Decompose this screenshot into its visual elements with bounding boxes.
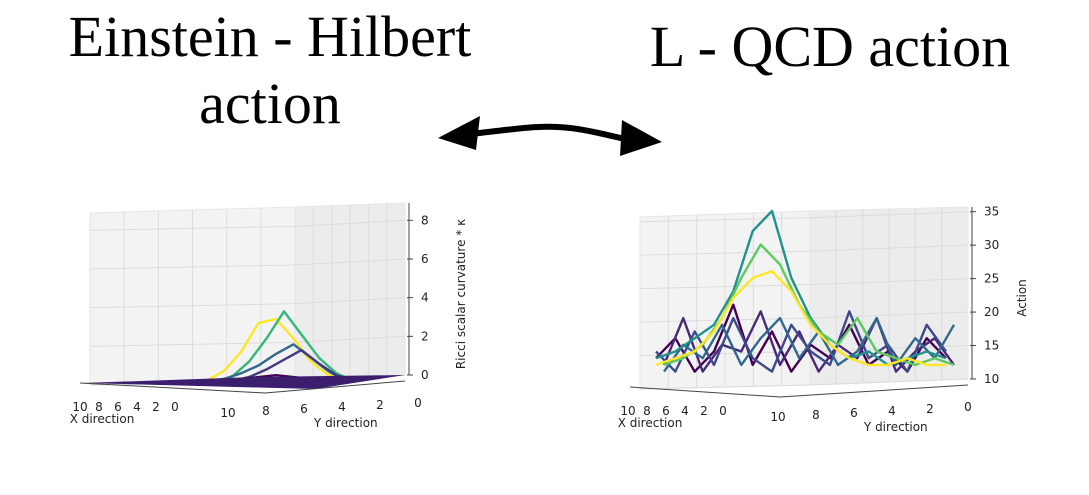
y-tick-label: 8 (262, 404, 270, 418)
grid-line (639, 250, 811, 256)
data-series-line (663, 316, 956, 373)
y-axis-line (264, 380, 406, 394)
grid-line (89, 303, 296, 309)
grid-line (89, 264, 296, 270)
grid-line (809, 278, 969, 286)
grid-line (639, 284, 811, 290)
z-tick-label: 10 (984, 372, 999, 386)
floor-surface (82, 375, 405, 389)
z-tick-label: 6 (421, 252, 429, 266)
grid-line (809, 211, 969, 219)
x-axis-line (79, 382, 266, 394)
y-tick-label: 2 (376, 398, 384, 412)
data-series-line (213, 310, 355, 383)
grid-line (639, 317, 811, 323)
y-tick-label: 10 (220, 406, 235, 420)
x-tick-label: 2 (700, 404, 708, 418)
left-heading-line2: action (199, 70, 341, 136)
x-tick-label: 4 (133, 400, 141, 414)
floor-surface-plane (82, 375, 405, 389)
x-tick-label: 8 (95, 400, 103, 414)
y-tick-label: 4 (338, 400, 346, 414)
z-tick-label: 35 (984, 205, 999, 219)
y-tick-label: 2 (926, 402, 934, 416)
y-axis-label: Y direction (313, 416, 378, 430)
grid-line (294, 297, 406, 305)
x-tick-label: 2 (152, 400, 160, 414)
x-tick-label: 0 (171, 400, 179, 414)
grid-line (89, 225, 296, 231)
grid-line (809, 378, 969, 386)
x-tick-label: 6 (114, 400, 122, 414)
z-tick-label: 15 (984, 339, 999, 353)
data-series-line (663, 243, 955, 367)
pane-grid (89, 202, 406, 386)
x-tick-label: 10 (72, 400, 87, 414)
x-tick-label: 10 (620, 404, 635, 418)
data-series-line (655, 269, 946, 367)
y-tick-label: 0 (964, 400, 972, 414)
x-axis-label: X direction (618, 416, 683, 430)
double-arrow-icon (438, 116, 662, 156)
y-tick-label: 8 (812, 408, 820, 422)
grid-line (294, 219, 406, 227)
z-tick-label: 4 (421, 291, 429, 305)
x-axis-label: X direction (70, 412, 135, 426)
grid-line (639, 217, 811, 223)
y-tick-label: 4 (888, 404, 896, 418)
z-tick-label: 30 (984, 238, 999, 252)
x-tick-label: 4 (681, 404, 689, 418)
x-tick-label: 8 (643, 404, 651, 418)
z-axis-label: Action (1015, 279, 1029, 317)
z-axis-label: Ricci scalar curvature * κ (454, 219, 468, 369)
y-tick-label: 6 (300, 402, 308, 416)
z-tick-label: 25 (984, 272, 999, 286)
y-tick-label: 10 (770, 410, 785, 424)
right-heading: L - QCD action (649, 14, 1011, 79)
grid-line (294, 258, 406, 266)
grid-line (809, 311, 969, 319)
grid-line (89, 341, 296, 347)
z-tick-label: 8 (421, 213, 429, 227)
x-tick-label: 0 (719, 404, 727, 418)
y-axis-label: Y direction (863, 420, 928, 434)
z-tick-label: 2 (421, 329, 429, 343)
grid-line (294, 335, 406, 343)
x-tick-label: 6 (662, 404, 670, 418)
y-tick-label: 6 (850, 406, 858, 420)
x-axis-line (629, 386, 781, 398)
y-axis-line (779, 384, 969, 398)
y-tick-label: 0 (414, 396, 422, 410)
left-heading-line1: Einstein - Hilbert (68, 4, 472, 69)
z-tick-label: 0 (421, 368, 429, 382)
grid-line (809, 244, 969, 252)
grid-line (639, 384, 811, 390)
z-tick-label: 20 (984, 305, 999, 319)
data-series-line (205, 317, 347, 383)
series-layer (655, 209, 956, 373)
left-heading: Einstein - Hilbert action (0, 4, 540, 137)
